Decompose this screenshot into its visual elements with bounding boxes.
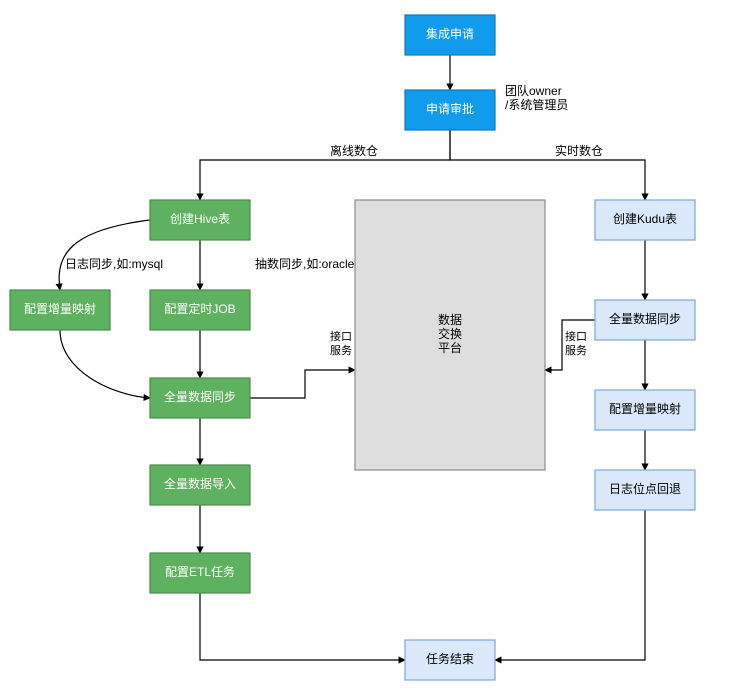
edge-label-e11: 接口服务 (330, 330, 352, 357)
node-n_incrmap_l: 配置增量映射 (10, 290, 110, 330)
edge-label-e4: 抽数同步,如:oracle (255, 256, 355, 271)
edge-e11 (250, 370, 355, 398)
node-label-n_kudu: 创建Kudu表 (613, 212, 677, 226)
node-label-n_logback: 日志位点回退 (609, 481, 681, 496)
flowchart-canvas: 离线数仓 实时数仓抽数同步,如:oracle 日志同步,如:mysql 接口服务 接口服… (0, 0, 755, 688)
edge-e10 (200, 593, 405, 660)
node-n_apply: 集成申请 (405, 15, 495, 55)
free-label-0: 团队owner/系统管理员 (505, 83, 568, 112)
node-label-n_incrmap_l: 配置增量映射 (24, 301, 96, 316)
edge-e5 (59, 220, 150, 290)
node-label-n_job: 配置定时JOB (164, 301, 235, 316)
node-label-n_approve: 申请审批 (426, 101, 474, 116)
node-n_exchange: 数据交换平台 (355, 200, 545, 470)
node-n_etl: 配置ETL任务 (150, 553, 250, 593)
node-label-n_apply: 集成申请 (426, 26, 474, 41)
edge-label-e5: 日志同步,如:mysql (65, 256, 163, 271)
edge-e15 (495, 510, 645, 660)
node-label-n_fullsync_l: 全量数据同步 (164, 389, 236, 404)
edges-layer: 离线数仓 实时数仓抽数同步,如:oracle 日志同步,如:mysql 接口服务 接口服… (59, 55, 645, 660)
node-label-n_end: 任务结束 (426, 651, 474, 666)
edge-e3 (450, 130, 645, 200)
node-n_fullsync_l: 全量数据同步 (150, 378, 250, 418)
node-label-n_fullimp: 全量数据导入 (164, 476, 236, 491)
edge-e2 (200, 130, 450, 200)
node-n_kudu: 创建Kudu表 (595, 200, 695, 240)
node-n_end: 任务结束 (405, 640, 495, 680)
edge-label-e3: 实时数仓 (555, 143, 603, 158)
edge-e7 (60, 330, 150, 398)
node-label-n_fullsync_r: 全量数据同步 (609, 311, 681, 326)
edge-label-e2: 离线数仓 (330, 143, 378, 158)
node-n_fullimp: 全量数据导入 (150, 465, 250, 505)
nodes-layer: 集成申请申请审批创建Hive表配置增量映射配置定时JOB全量数据同步全量数据导入… (10, 15, 695, 680)
node-label-n_exchange: 数据交换平台 (438, 312, 462, 355)
node-label-n_incrmap_r: 配置增量映射 (609, 401, 681, 416)
node-n_logback: 日志位点回退 (595, 470, 695, 510)
node-n_job: 配置定时JOB (150, 290, 250, 330)
node-n_incrmap_r: 配置增量映射 (595, 390, 695, 430)
edge-label-e16: 接口服务 (565, 330, 587, 357)
node-label-n_hive: 创建Hive表 (170, 212, 230, 226)
node-n_fullsync_r: 全量数据同步 (595, 300, 695, 340)
node-label-n_etl: 配置ETL任务 (165, 564, 235, 579)
node-n_approve: 申请审批 (405, 90, 495, 130)
node-n_hive: 创建Hive表 (150, 200, 250, 240)
